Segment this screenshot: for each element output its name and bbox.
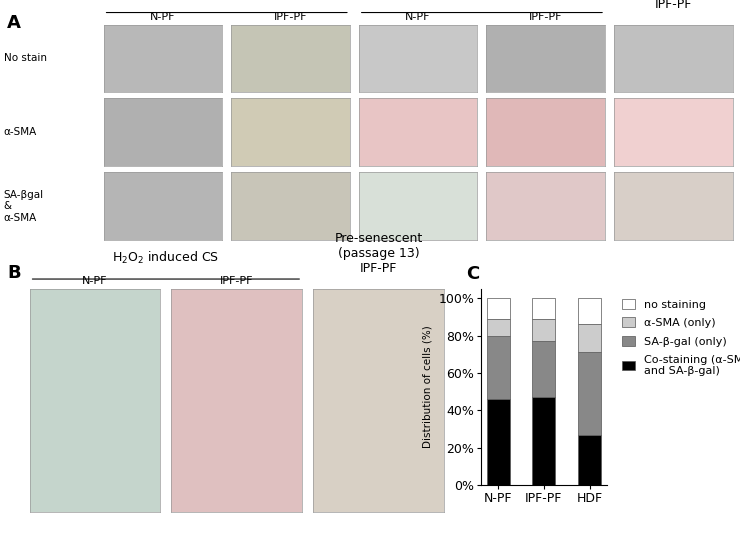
Bar — [533, 397, 555, 485]
Text: C: C — [466, 265, 480, 283]
Bar — [578, 434, 601, 485]
Bar — [578, 298, 601, 324]
Bar — [487, 298, 510, 319]
Bar — [487, 336, 510, 399]
Text: A: A — [7, 14, 21, 32]
Text: No stain: No stain — [4, 53, 47, 63]
Y-axis label: Distribution of cells (%): Distribution of cells (%) — [423, 325, 433, 449]
Text: SA-βgal
&
α-SMA: SA-βgal & α-SMA — [4, 190, 44, 223]
Text: N-PF: N-PF — [150, 12, 175, 22]
Bar — [533, 319, 555, 341]
Text: Pre-senescent
(passage 13)
IPF-PF: Pre-senescent (passage 13) IPF-PF — [334, 232, 423, 275]
Text: IPF-PF: IPF-PF — [529, 12, 562, 22]
Bar — [533, 341, 555, 397]
Text: IPF-PF: IPF-PF — [274, 12, 307, 22]
Bar — [578, 353, 601, 434]
Legend: no staining, α-SMA (only), SA-β-gal (only), Co-staining (α-SMA
and SA-β-gal): no staining, α-SMA (only), SA-β-gal (onl… — [617, 294, 740, 380]
Text: α-SMA: α-SMA — [4, 127, 37, 137]
Bar — [578, 324, 601, 353]
Bar — [533, 298, 555, 319]
Text: B: B — [7, 264, 21, 282]
Text: N-PF: N-PF — [406, 12, 431, 22]
Bar — [487, 319, 510, 336]
Text: H$_2$O$_2$ induced CS: H$_2$O$_2$ induced CS — [112, 250, 219, 266]
Text: IPF-PF: IPF-PF — [220, 276, 254, 286]
Bar — [487, 399, 510, 485]
Text: N-PF: N-PF — [82, 276, 108, 286]
Text: Pre-senescent
(passage 13)
IPF-PF: Pre-senescent (passage 13) IPF-PF — [629, 0, 717, 11]
